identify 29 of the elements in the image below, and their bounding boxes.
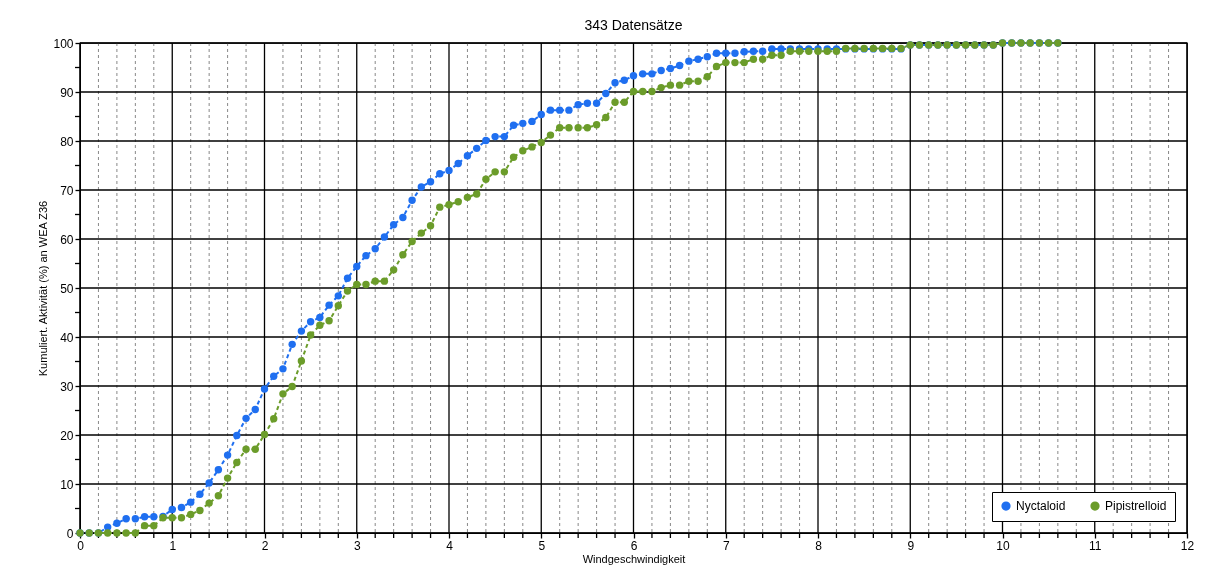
- x-axis-title: Windgeschwindigkeit: [582, 552, 686, 565]
- y-tick-label: 20: [60, 428, 74, 443]
- x-tick-label: 8: [815, 538, 823, 553]
- y-tick-label: 50: [60, 281, 74, 296]
- y-tick-label: 90: [60, 85, 74, 100]
- x-tick-label: 0: [77, 538, 85, 553]
- x-tick-label: 5: [538, 538, 546, 553]
- legend-label: Nyctaloid: [1016, 499, 1066, 514]
- y-tick-label: 80: [60, 134, 74, 149]
- x-tick-label: 12: [1180, 538, 1195, 553]
- x-tick-label: 2: [261, 538, 269, 553]
- x-tick-label: 6: [630, 538, 638, 553]
- x-tick-label: 10: [996, 538, 1010, 553]
- legend-label: Pipistrelloid: [1105, 499, 1167, 514]
- y-tick-label: 10: [60, 477, 74, 492]
- x-tick-label: 7: [722, 538, 730, 553]
- chart-title: 343 Datensätze: [584, 17, 683, 33]
- x-tick-label: 3: [353, 538, 361, 553]
- y-tick-label: 0: [66, 526, 74, 541]
- y-tick-label: 40: [60, 330, 74, 345]
- x-tick-label: 4: [446, 538, 454, 553]
- y-tick-label: 30: [60, 379, 74, 394]
- x-tick-label: 9: [907, 538, 915, 553]
- x-tick-label: 11: [1089, 538, 1102, 553]
- y-axis-title: Kumuliert. Aktivität (%) an WEA Z36: [37, 200, 50, 377]
- x-tick-label: 1: [169, 538, 177, 553]
- y-tick-label: 70: [60, 183, 74, 198]
- y-tick-label: 100: [53, 36, 74, 51]
- y-tick-label: 60: [60, 232, 74, 247]
